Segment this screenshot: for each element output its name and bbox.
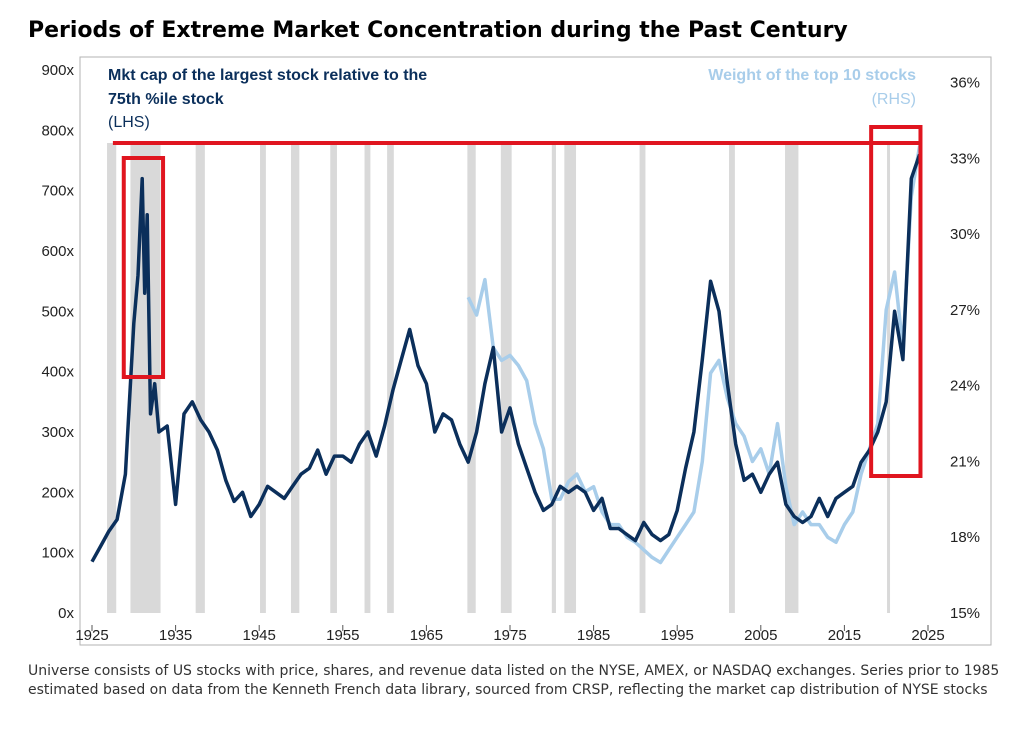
y-right-tick-label: 24%: [950, 378, 980, 395]
x-tick-label: 1975: [493, 627, 526, 644]
y-right-tick-label: 18%: [950, 529, 980, 546]
recession-band: [729, 143, 735, 613]
plot-frame: [79, 56, 992, 646]
recession-band: [387, 143, 394, 613]
y-left-tick-label: 500x: [41, 303, 74, 320]
x-tick-label: 2015: [828, 627, 861, 644]
x-tick-label: 1995: [661, 627, 694, 644]
x-tick-label: 1965: [410, 627, 443, 644]
recession-band: [260, 143, 266, 613]
x-tick-label: 2025: [911, 627, 944, 644]
y-right-tick-label: 21%: [950, 453, 980, 470]
y-axis-left-ticks: 0x 100x 200x 300x 400x 500x 600x 700x 800x 900x: [41, 62, 74, 622]
recession-band: [467, 143, 476, 613]
recession-bands: [107, 143, 891, 613]
x-tick-label: 1955: [326, 627, 359, 644]
series-line-lhs: [90, 153, 922, 563]
y-left-tick-label: 800x: [41, 122, 74, 139]
y-right-tick-label: 27%: [950, 302, 980, 319]
recession-band: [107, 143, 117, 613]
legend-lhs-line-3: (LHS): [108, 114, 150, 131]
highlight-box-2020s: [869, 125, 923, 478]
y-left-tick-label: 300x: [41, 424, 74, 441]
recession-band: [785, 143, 799, 613]
highlight-box-1930s: [121, 156, 166, 379]
y-left-tick-label: 600x: [41, 243, 74, 260]
y-axis-right-ticks: 15% 18% 21% 24% 27% 30% 33% 36%: [950, 75, 980, 622]
series-line-rhs: [466, 145, 922, 565]
series-lhs: [90, 153, 922, 563]
legend: Mkt cap of the largest stock relative to…: [108, 67, 916, 131]
highlight-annotations: [112, 125, 923, 478]
recession-band: [330, 143, 337, 613]
y-left-tick-label: 700x: [41, 183, 74, 200]
y-right-tick-label: 30%: [950, 226, 980, 243]
y-right-tick-label: 36%: [950, 75, 980, 92]
x-tick-label: 1945: [243, 627, 276, 644]
x-axis-ticks: 1925 1935 1945 1955 1965 1975 1985 1995 2005 2015…: [75, 625, 945, 644]
y-left-tick-label: 200x: [41, 484, 74, 501]
legend-lhs-line-1: Mkt cap of the largest stock relative to…: [108, 67, 427, 84]
legend-rhs-line-2: (RHS): [872, 91, 916, 108]
y-right-tick-label: 33%: [950, 150, 980, 167]
recession-band: [500, 143, 512, 613]
y-left-tick-label: 0x: [58, 605, 74, 622]
recession-band: [564, 143, 577, 613]
x-tick-label: 1935: [159, 627, 192, 644]
recession-band: [639, 143, 646, 613]
x-tick-label: 1985: [577, 627, 610, 644]
recession-band: [195, 143, 205, 613]
legend-lhs-line-2: 75th %ile stock: [108, 91, 224, 108]
y-left-tick-label: 400x: [41, 364, 74, 381]
chart-canvas: 1925 1935 1945 1955 1965 1975 1985 1995 2005 2015…: [41, 56, 992, 646]
legend-rhs-line-1: Weight of the top 10 stocks: [708, 67, 916, 84]
footnote: Universe consists of US stocks with pric…: [28, 663, 1000, 698]
recession-band: [551, 143, 556, 613]
chart-title: Periods of Extreme Market Concentration …: [28, 18, 848, 43]
recession-band: [364, 143, 371, 613]
x-tick-label: 1925: [75, 627, 108, 644]
recession-band: [290, 143, 300, 613]
series-rhs: [466, 145, 922, 565]
x-tick-label: 2005: [744, 627, 777, 644]
y-left-tick-label: 900x: [41, 62, 74, 79]
y-left-tick-label: 100x: [41, 545, 74, 562]
y-right-tick-label: 15%: [950, 605, 980, 622]
